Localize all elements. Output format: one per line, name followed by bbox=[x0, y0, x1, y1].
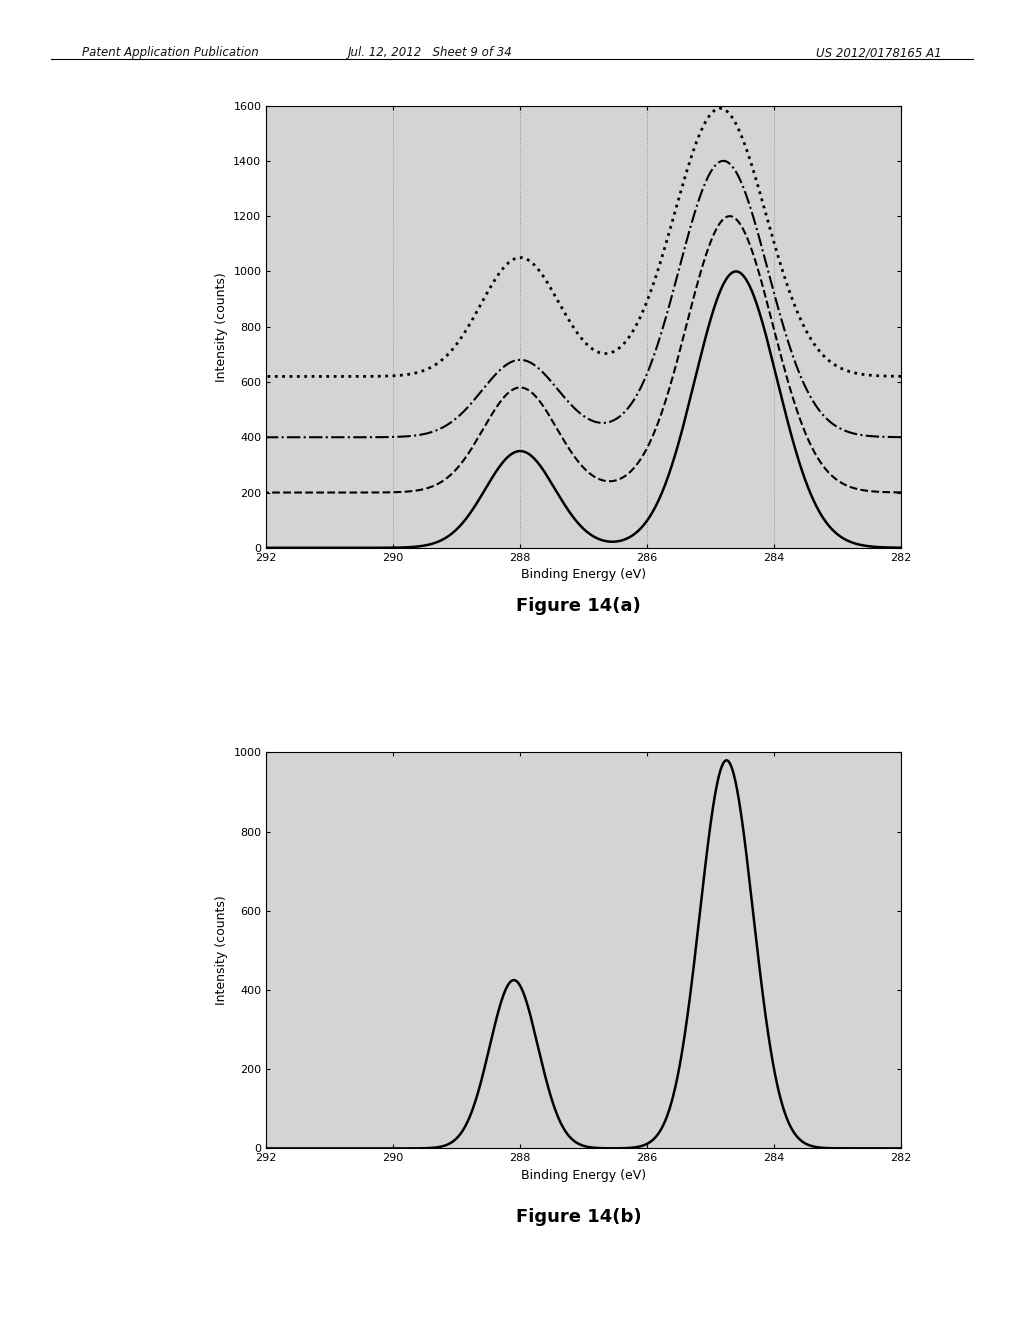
X-axis label: Binding Energy (eV): Binding Energy (eV) bbox=[521, 1168, 646, 1181]
Y-axis label: Intensity (counts): Intensity (counts) bbox=[215, 895, 227, 1006]
Text: Figure 14(b): Figure 14(b) bbox=[516, 1208, 641, 1226]
Y-axis label: Intensity (counts): Intensity (counts) bbox=[215, 272, 227, 381]
Text: US 2012/0178165 A1: US 2012/0178165 A1 bbox=[816, 46, 942, 59]
Text: Jul. 12, 2012   Sheet 9 of 34: Jul. 12, 2012 Sheet 9 of 34 bbox=[348, 46, 512, 59]
Text: Figure 14(a): Figure 14(a) bbox=[516, 597, 641, 615]
X-axis label: Binding Energy (eV): Binding Energy (eV) bbox=[521, 568, 646, 581]
Text: Patent Application Publication: Patent Application Publication bbox=[82, 46, 259, 59]
